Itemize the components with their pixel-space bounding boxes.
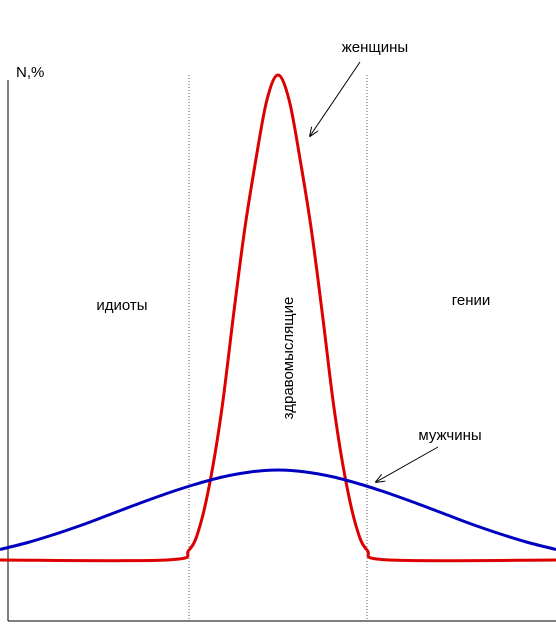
y-axis-label: N,%: [16, 64, 44, 81]
annotation-arrow-women: [310, 61, 361, 136]
region-label-idiots: идиоты: [96, 297, 147, 314]
annotation-arrow-men: [376, 446, 439, 482]
annotation-women: женщины: [342, 39, 408, 56]
series-line-women: [0, 73, 556, 563]
series-line-men: [0, 468, 556, 551]
annotation-men: мужчины: [418, 427, 481, 444]
region-label-geniuses: гении: [452, 292, 491, 309]
region-label-sensible: здравомыслящие: [280, 297, 297, 420]
